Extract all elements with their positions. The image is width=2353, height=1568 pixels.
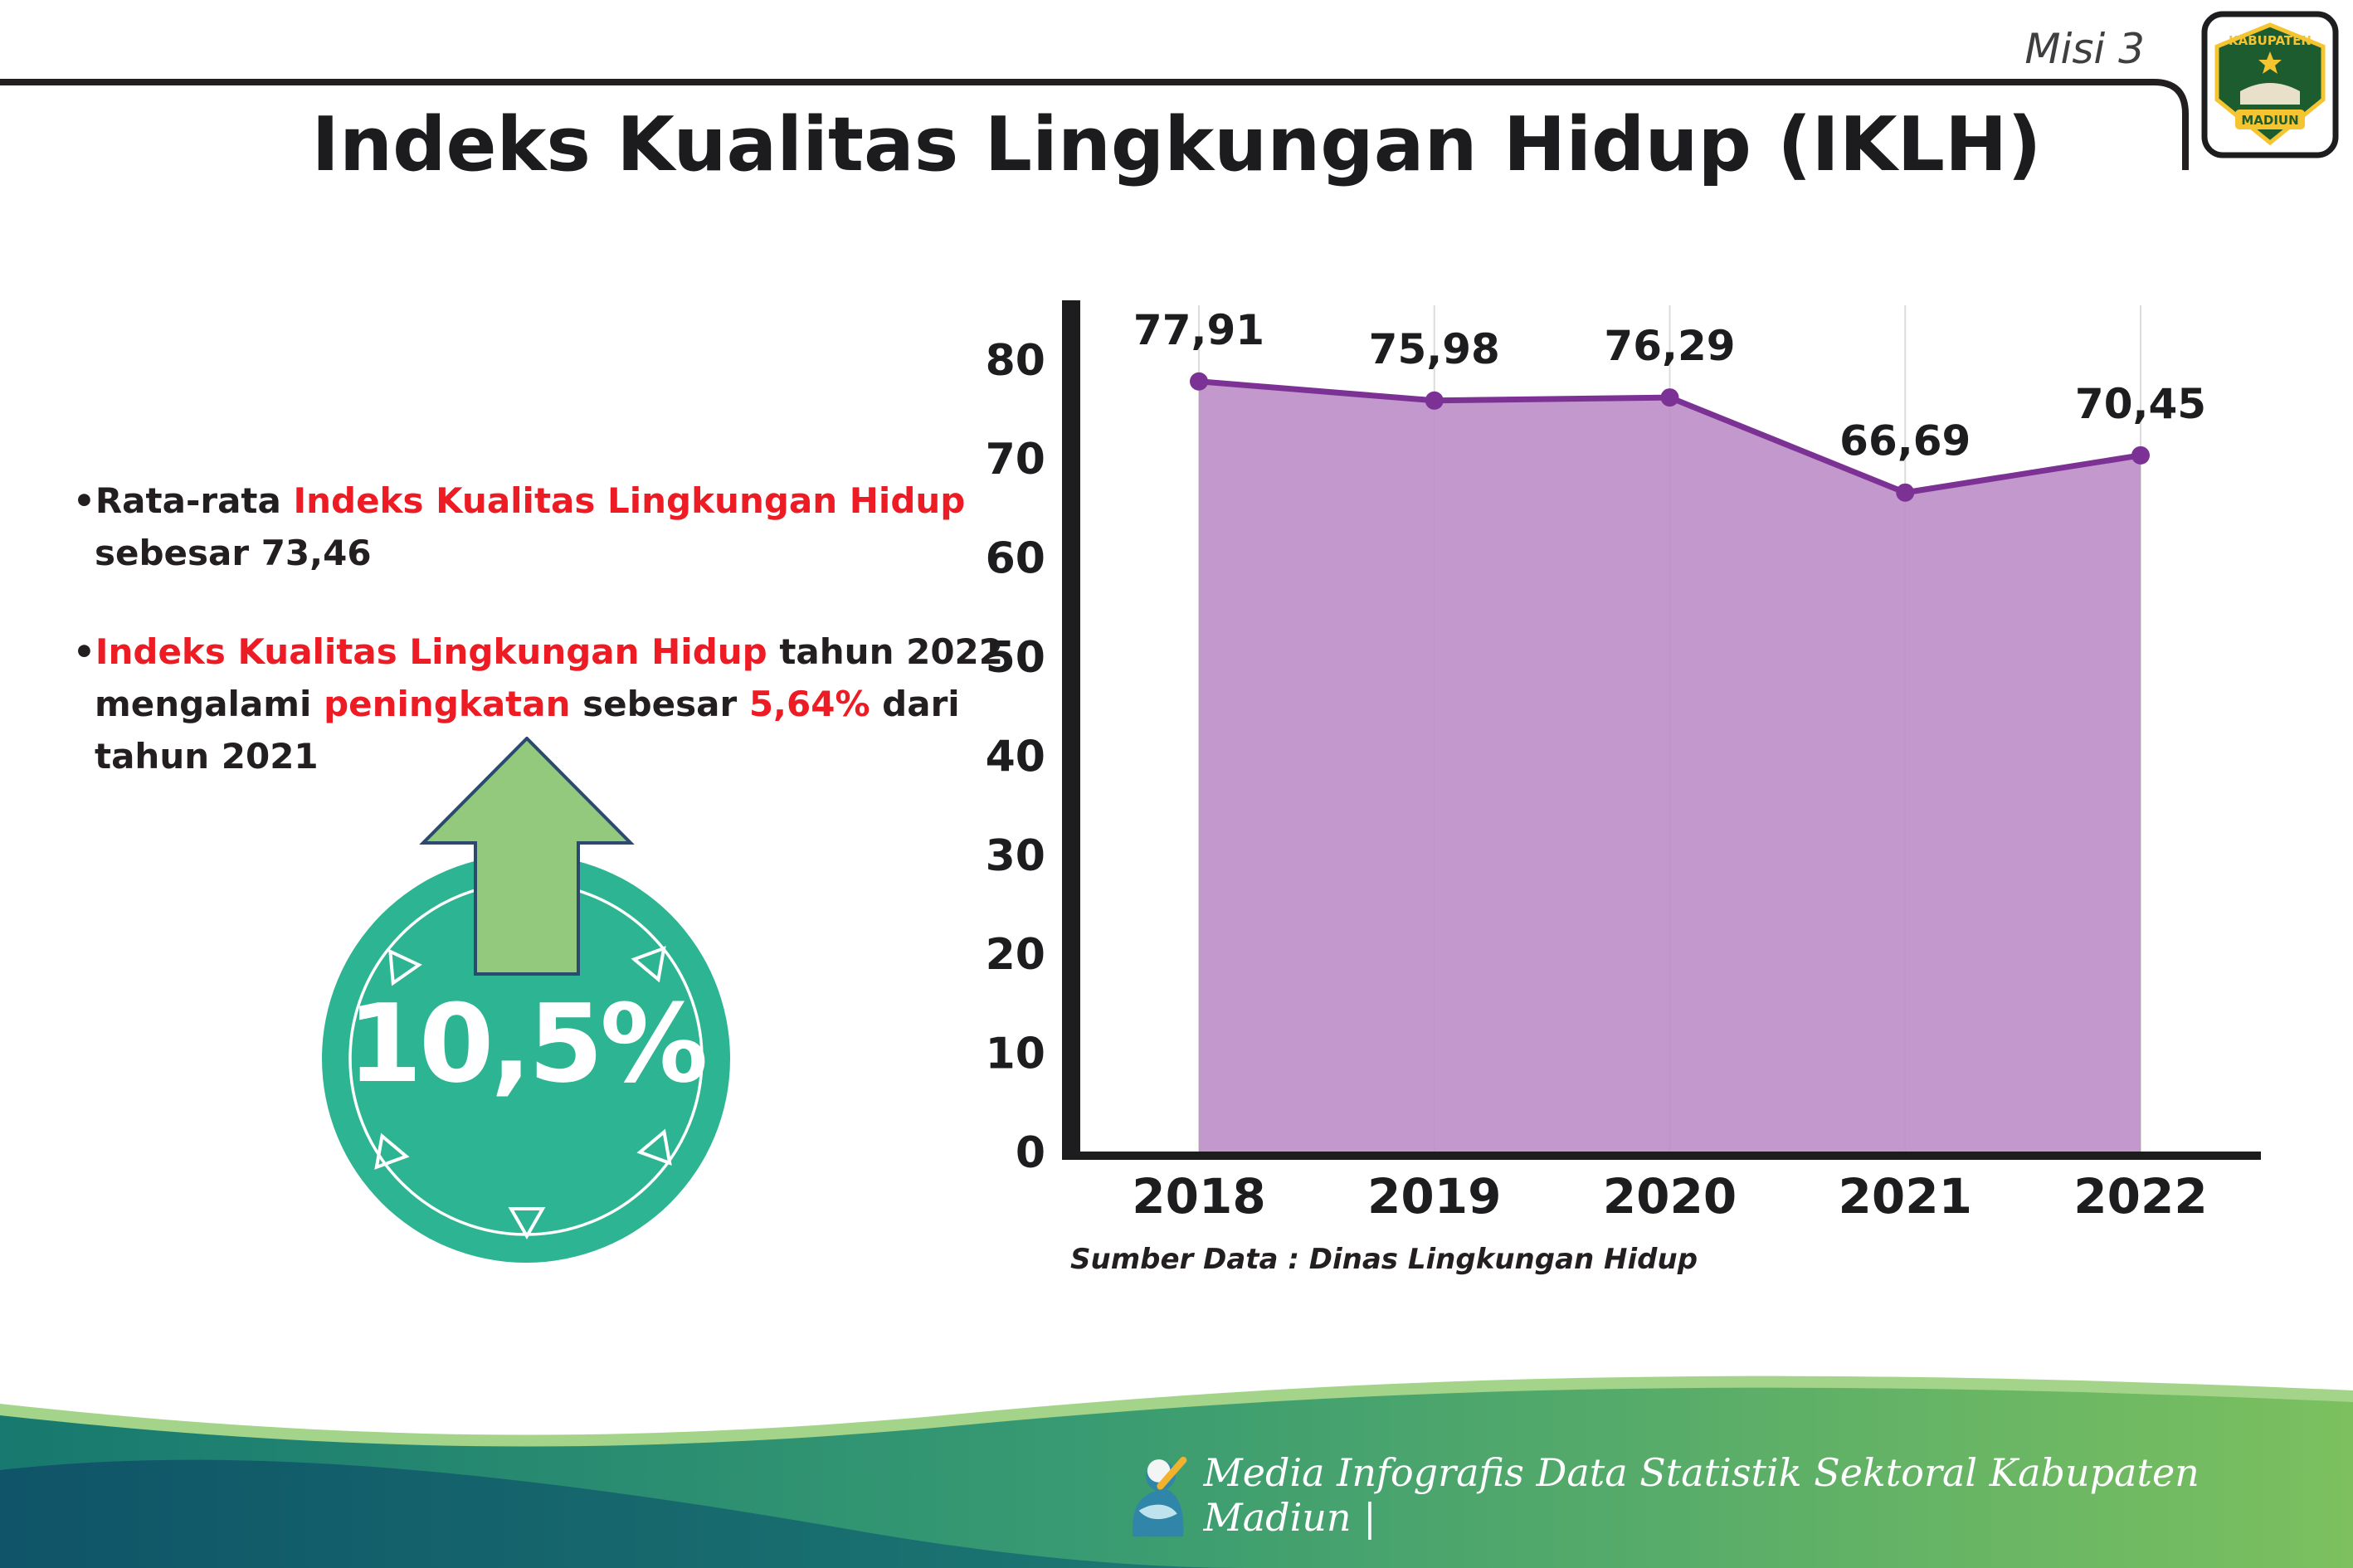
bullet2-highlight2: peningkatan (324, 684, 571, 724)
page-title: Indeks Kualitas Lingkungan Hidup (IKLH) (311, 101, 2042, 188)
top-frame-line (0, 79, 2189, 170)
chart-source-note: Sumber Data : Dinas Lingkungan Hidup (1070, 1243, 1698, 1276)
key-findings: •Rata-rata Indeks Kualitas Lingkungan Hi… (73, 475, 1052, 829)
logo-hill-icon (2240, 83, 2300, 105)
iklh-area-chart: 77,91 75,98 76,29 66,69 70,45 0 10 20 30 40 50 60 70… (986, 300, 2261, 1225)
y-tick-label: 80 (986, 336, 1045, 386)
data-point (1190, 372, 1208, 391)
y-tick-label: 10 (986, 1030, 1045, 1079)
bullet-average-iklh: •Rata-rata Indeks Kualitas Lingkungan Hi… (73, 475, 1052, 579)
bullet1-post: sebesar 73,46 (95, 533, 372, 573)
bullet1-highlight: Indeks Kualitas Lingkungan Hidup (293, 480, 966, 521)
wave-dark (0, 1459, 1245, 1568)
bullet2-mid2: sebesar (570, 684, 749, 724)
y-tick-label: 60 (986, 534, 1045, 584)
x-tick-label: 2020 (1603, 1168, 1737, 1225)
up-arrow-shape (419, 737, 635, 976)
triangle-icon (631, 946, 666, 983)
data-label: 75,98 (1369, 325, 1500, 373)
y-tick-label: 20 (986, 930, 1045, 980)
data-point (1660, 388, 1679, 407)
data-point (2131, 446, 2150, 465)
logo-bottom-text: MADIUN (2241, 113, 2298, 128)
data-label: 76,29 (1604, 322, 1735, 370)
data-label: 70,45 (2075, 380, 2206, 428)
frame-rule (0, 79, 2189, 170)
data-label: 66,69 (1839, 417, 1971, 465)
triangle-icon (508, 1207, 546, 1240)
bullet2-highlight1: Indeks Kualitas Lingkungan Hidup (95, 631, 767, 672)
y-tick-label: 0 (1016, 1128, 1045, 1178)
footer-credit-text: Media Infografis Data Statistik Sektoral… (1203, 1450, 2200, 1540)
logo-star-icon (2258, 51, 2282, 74)
y-tick-label: 30 (986, 831, 1045, 881)
y-tick-label: 50 (986, 633, 1045, 683)
footer-credit: Media Infografis Data Statistik Sektoral… (1116, 1449, 2353, 1541)
area-fill (1199, 381, 2141, 1153)
bullet2-mid1: tahun 2022 mengalami (95, 631, 1003, 724)
triangle-icon (374, 1132, 410, 1170)
data-label: 77,91 (1133, 306, 1264, 354)
x-axis-bar (1062, 1152, 2261, 1160)
bullet-increase-2022: •Indeks Kualitas Lingkungan Hidup tahun … (73, 626, 1052, 782)
x-tick-label: 2018 (1132, 1168, 1265, 1225)
x-tick-label: 2021 (1839, 1168, 1972, 1225)
data-point (1425, 391, 1444, 410)
kabupaten-madiun-logo: KABUPATEN MADIUN (2201, 11, 2339, 158)
triangle-icon (388, 948, 422, 986)
x-tick-label: 2019 (1367, 1168, 1501, 1225)
bullet2-highlight3: 5,64% (748, 684, 870, 724)
logo-top-text: KABUPATEN (2229, 33, 2312, 48)
logo-banner (2235, 110, 2305, 129)
y-axis-bar (1062, 300, 1080, 1160)
bullet1-pre: •Rata-rata (73, 480, 294, 521)
y-tick-label: 70 (986, 435, 1045, 485)
mascot-icon (1133, 1456, 1187, 1537)
triangle-icon (636, 1128, 672, 1166)
bullet2-dot: • (73, 631, 95, 672)
up-arrow-icon (419, 737, 635, 976)
y-tick-label: 40 (986, 732, 1045, 782)
percentage-badge-value: 10,5% (347, 981, 708, 1107)
bullet2-post: dari tahun 2021 (95, 684, 960, 777)
x-tick-label: 2022 (2073, 1168, 2207, 1225)
misi-label: Misi 3 (2024, 25, 2145, 73)
data-point (1896, 483, 1915, 502)
